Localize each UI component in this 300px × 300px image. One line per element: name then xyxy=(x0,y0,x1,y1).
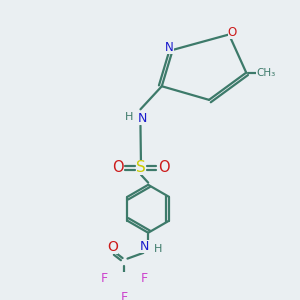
Text: N: N xyxy=(165,41,174,54)
Text: N: N xyxy=(138,112,147,124)
Text: CH₃: CH₃ xyxy=(256,68,276,78)
Text: F: F xyxy=(121,291,128,300)
Text: O: O xyxy=(107,240,118,254)
Text: F: F xyxy=(140,272,147,285)
Text: O: O xyxy=(158,160,170,175)
Text: F: F xyxy=(101,272,108,285)
Text: O: O xyxy=(112,160,124,175)
Text: S: S xyxy=(136,160,146,175)
Text: H: H xyxy=(154,244,163,254)
Text: H: H xyxy=(124,112,133,122)
Text: N: N xyxy=(140,240,150,254)
Text: O: O xyxy=(228,26,237,39)
